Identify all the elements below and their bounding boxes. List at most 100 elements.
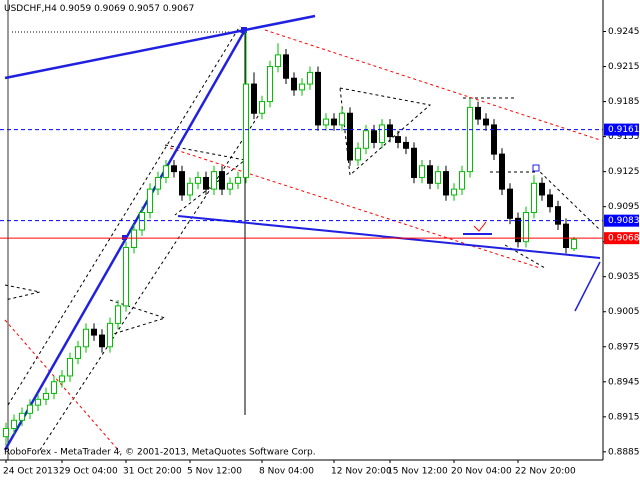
blue-trend-line xyxy=(177,215,601,259)
y-tick-label: 0.8945 xyxy=(608,377,640,387)
candle-body xyxy=(379,124,385,143)
candle-body xyxy=(299,83,305,91)
level-label: 0.9083 xyxy=(608,216,640,226)
candle-body xyxy=(115,305,121,324)
candle-body xyxy=(203,176,209,190)
triangle xyxy=(164,144,247,216)
candle-body xyxy=(411,147,417,178)
candle-body xyxy=(67,357,73,377)
y-tick-label: 0.9005 xyxy=(608,307,640,317)
level-box xyxy=(604,123,639,136)
candle-body xyxy=(499,153,505,190)
candle-body xyxy=(83,328,89,348)
check-mark xyxy=(473,221,487,232)
candle-body xyxy=(515,217,521,243)
candle-body xyxy=(171,165,177,173)
candle-body xyxy=(355,147,361,161)
channel-line xyxy=(39,109,263,451)
candle-body xyxy=(467,106,473,173)
candle-body xyxy=(11,419,17,429)
candle-body xyxy=(259,101,265,114)
y-tick-label: 0.9035 xyxy=(608,272,640,282)
candle-body xyxy=(443,171,449,196)
last-low: 0.9057 xyxy=(128,4,160,14)
candle-body xyxy=(491,124,497,155)
y-tick-label: 0.9185 xyxy=(608,97,640,107)
candle-body xyxy=(3,427,9,438)
candle-body xyxy=(27,404,33,414)
candle-body xyxy=(363,130,369,149)
candle-body xyxy=(451,188,457,196)
annotation: RoboForex - MetaTrader 4, © 2001-2013, M… xyxy=(4,448,316,458)
candle-body xyxy=(531,182,537,213)
y-tick-label: 0.9125 xyxy=(608,167,640,177)
x-tick-label: 20 Nov 04:00 xyxy=(451,467,512,477)
x-tick-label: 24 Oct 2013 xyxy=(3,467,59,477)
candle-body xyxy=(283,54,289,79)
level-box xyxy=(604,214,639,227)
candle-body xyxy=(315,71,321,126)
candle-body xyxy=(435,171,441,184)
last-open: 0.9059 xyxy=(60,4,92,14)
candle-body xyxy=(419,165,425,178)
candle-body xyxy=(507,188,513,219)
candle-body xyxy=(43,392,49,400)
y-tick-label: 0.9155 xyxy=(608,132,640,142)
level-label: 0.9161 xyxy=(608,125,640,135)
candle-body xyxy=(571,238,577,250)
candle-body xyxy=(251,83,257,114)
candle-body xyxy=(347,112,353,161)
candle-body xyxy=(395,136,401,143)
candle-body xyxy=(211,171,217,190)
candle-body xyxy=(323,118,329,126)
candle-body xyxy=(123,247,129,307)
y-tick-label: 0.9095 xyxy=(608,202,640,212)
y-tick-label: 0.8975 xyxy=(608,342,640,352)
candle-body xyxy=(195,176,201,184)
candle-body xyxy=(547,194,553,208)
candle-body xyxy=(331,118,337,126)
last-high: 0.9069 xyxy=(94,4,126,14)
channel-line xyxy=(7,25,241,406)
x-tick-label: 22 Nov 20:00 xyxy=(515,467,576,477)
candle-body xyxy=(427,165,433,184)
candle-body xyxy=(139,211,145,231)
level-box xyxy=(604,232,639,245)
candle-body xyxy=(475,106,481,120)
candle-body xyxy=(243,83,249,178)
candle-body xyxy=(403,141,409,149)
candle-body xyxy=(563,223,569,249)
candle-body xyxy=(523,211,529,243)
x-tick-label: 15 Nov 12:00 xyxy=(387,467,448,477)
level-label: 0.9068 xyxy=(608,234,640,244)
candle-body xyxy=(539,182,545,196)
candle-body xyxy=(187,182,193,196)
candle-body xyxy=(155,176,161,190)
candle-body xyxy=(235,176,241,184)
candle-body xyxy=(91,328,97,336)
y-tick-label: 0.9215 xyxy=(608,62,640,72)
x-tick-label: 5 Nov 12:00 xyxy=(187,467,242,477)
candle-body xyxy=(99,334,105,348)
marker xyxy=(241,27,247,33)
red-trend-line xyxy=(264,29,601,141)
candle-body xyxy=(307,71,313,85)
candle-body xyxy=(51,381,57,394)
candle-body xyxy=(483,118,489,126)
blue-trend-line xyxy=(574,261,601,312)
x-tick-label: 31 Oct 20:00 xyxy=(123,467,182,477)
candle-body xyxy=(371,130,377,143)
candle-body xyxy=(555,206,561,225)
candle-body xyxy=(227,182,233,190)
marker xyxy=(122,235,127,240)
symbol: USDCHF,H4 xyxy=(4,4,57,14)
candle-body xyxy=(19,412,25,421)
marker xyxy=(532,164,540,172)
chart-title: USDCHF,H4 0.9059 0.9069 0.9057 0.9067 xyxy=(4,4,194,14)
candle-body xyxy=(387,124,393,138)
candle-body xyxy=(75,346,81,359)
candle-body xyxy=(147,188,153,213)
red-trend-line xyxy=(169,147,541,269)
candle-body xyxy=(275,54,281,68)
